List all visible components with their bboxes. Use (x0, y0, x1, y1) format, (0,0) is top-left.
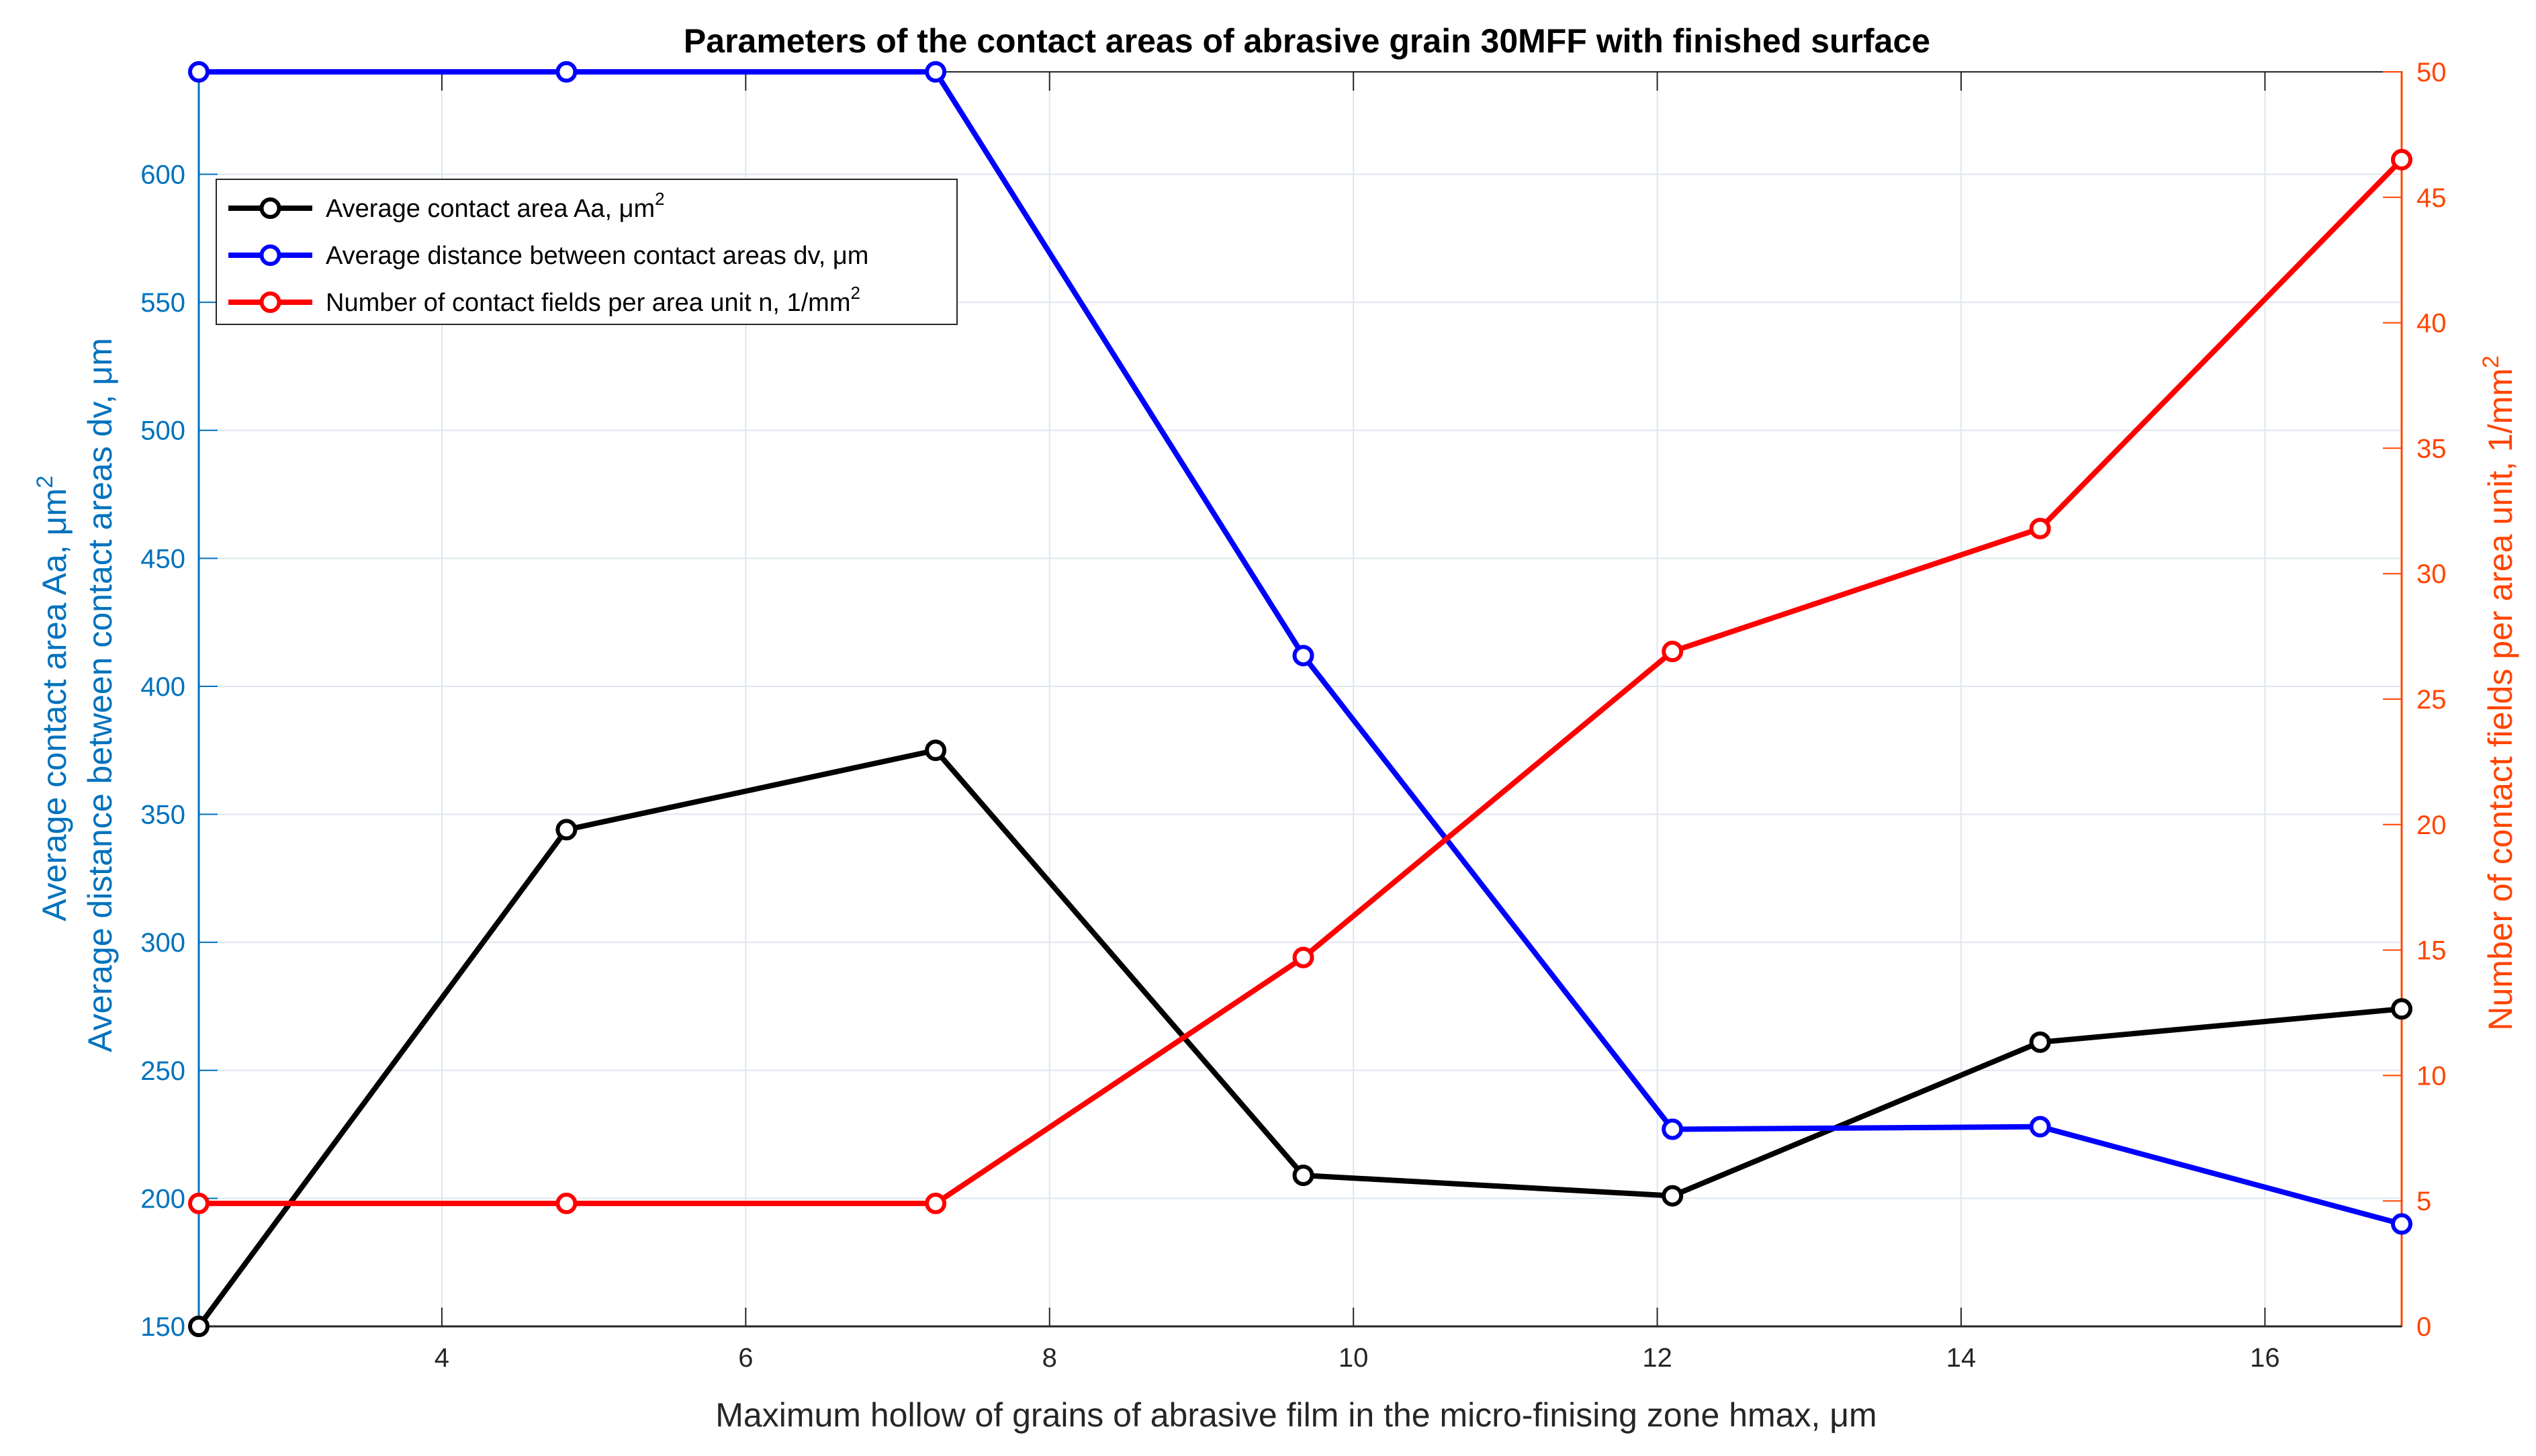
x-tick-label: 12 (1642, 1343, 1672, 1373)
axis-ticks: 4 6 8 10 12 14 1615020025030035040045050055060… (140, 58, 2446, 1373)
y-right-tick-label: 50 (2416, 58, 2447, 87)
y-right-tick-label: 45 (2416, 183, 2447, 213)
legend-label-3: Number of contact fields per area unit n… (326, 283, 860, 317)
y-left-tick-label: 150 (140, 1312, 185, 1342)
series-point-2 (925, 61, 947, 83)
y-right-tick-label: 20 (2416, 811, 2447, 840)
y-right-tick-label: 0 (2416, 1312, 2431, 1342)
x-axis-label: Maximum hollow of grains of abrasive fil… (715, 1396, 1876, 1434)
series-point-1 (555, 819, 578, 841)
series-point-3 (2029, 517, 2051, 539)
series-point-2 (555, 61, 578, 83)
x-tick-label: 4 (435, 1343, 449, 1373)
series-point-1 (1662, 1185, 1684, 1207)
series-point-2 (2029, 1116, 2051, 1138)
legend-box (216, 179, 958, 325)
legend-label-text: Average distance between contact areas d… (326, 242, 868, 270)
x-tick-label: 6 (738, 1343, 753, 1373)
series-layer (188, 61, 2412, 1337)
legend-label-text: Number of contact fields per area unit n… (326, 289, 850, 317)
y-left-tick-label: 300 (140, 928, 185, 958)
y-left-axis-label-line1: Average contact area Aa, μm2 (32, 475, 73, 921)
x-tick-label: 10 (1339, 1343, 1369, 1373)
y-right-tick-label: 35 (2416, 434, 2447, 463)
y-right-tick-label: 25 (2416, 685, 2447, 715)
chart-title: Parameters of the contact areas of abras… (684, 22, 1930, 60)
series-point-2 (1662, 1118, 1684, 1140)
legend-swatch-marker-1 (259, 197, 281, 219)
y-left-tick-label: 400 (140, 672, 185, 702)
series-point-1 (925, 739, 947, 762)
y-left-tick-label: 450 (140, 544, 185, 574)
y-left-tick-label: 350 (140, 801, 185, 830)
series-point-2 (1292, 645, 1314, 667)
series-point-3 (1292, 946, 1314, 968)
y-right-axis-label-superscript: 2 (2478, 355, 2504, 368)
series-point-1 (2029, 1031, 2051, 1053)
legend-label-superscript: 2 (655, 189, 664, 209)
series-point-1 (1292, 1165, 1314, 1187)
series-point-3 (2391, 148, 2412, 171)
y-left-tick-label: 250 (140, 1056, 185, 1086)
legend-label-1: Average contact area Aa, μm2 (326, 189, 665, 223)
y-right-tick-label: 15 (2416, 936, 2447, 966)
y-right-tick-label: 40 (2416, 309, 2447, 338)
y-left-tick-label: 550 (140, 288, 185, 318)
y-left-tick-label: 600 (140, 160, 185, 189)
legend-label-superscript: 2 (850, 283, 860, 303)
series-point-3 (925, 1192, 947, 1214)
y-left-axis-label-line1-superscript: 2 (32, 475, 58, 488)
y-left-tick-label: 200 (140, 1184, 185, 1214)
y-right-axis-label: Number of contact fields per area unit, … (2478, 355, 2519, 1030)
y-right-tick-label: 5 (2416, 1187, 2431, 1216)
series-point-2 (2391, 1213, 2412, 1235)
y-right-axis-label-text: Number of contact fields per area unit, … (2482, 368, 2519, 1031)
y-left-tick-label: 500 (140, 416, 185, 446)
series-point-1 (2391, 998, 2412, 1020)
x-tick-label: 16 (2250, 1343, 2280, 1373)
series-point-1 (188, 1316, 210, 1337)
series-point-3 (188, 1192, 210, 1214)
series-point-2 (188, 61, 210, 83)
x-tick-label: 8 (1042, 1343, 1057, 1373)
y-left-axis-label-line1-text: Average contact area Aa, μm (36, 488, 73, 921)
legend-swatch-marker-3 (259, 291, 281, 313)
x-tick-label: 14 (1946, 1343, 1977, 1373)
y-right-tick-label: 10 (2416, 1061, 2447, 1091)
y-right-tick-label: 30 (2416, 559, 2447, 589)
series-point-3 (555, 1192, 578, 1214)
legend-label-2: Average distance between contact areas d… (326, 242, 868, 270)
y-left-axis-label-line2: Average distance between contact areas d… (81, 338, 119, 1052)
series-point-3 (1662, 641, 1684, 663)
legend-swatch-marker-2 (259, 244, 281, 266)
legend-label-text: Average contact area Aa, μm (326, 195, 655, 223)
